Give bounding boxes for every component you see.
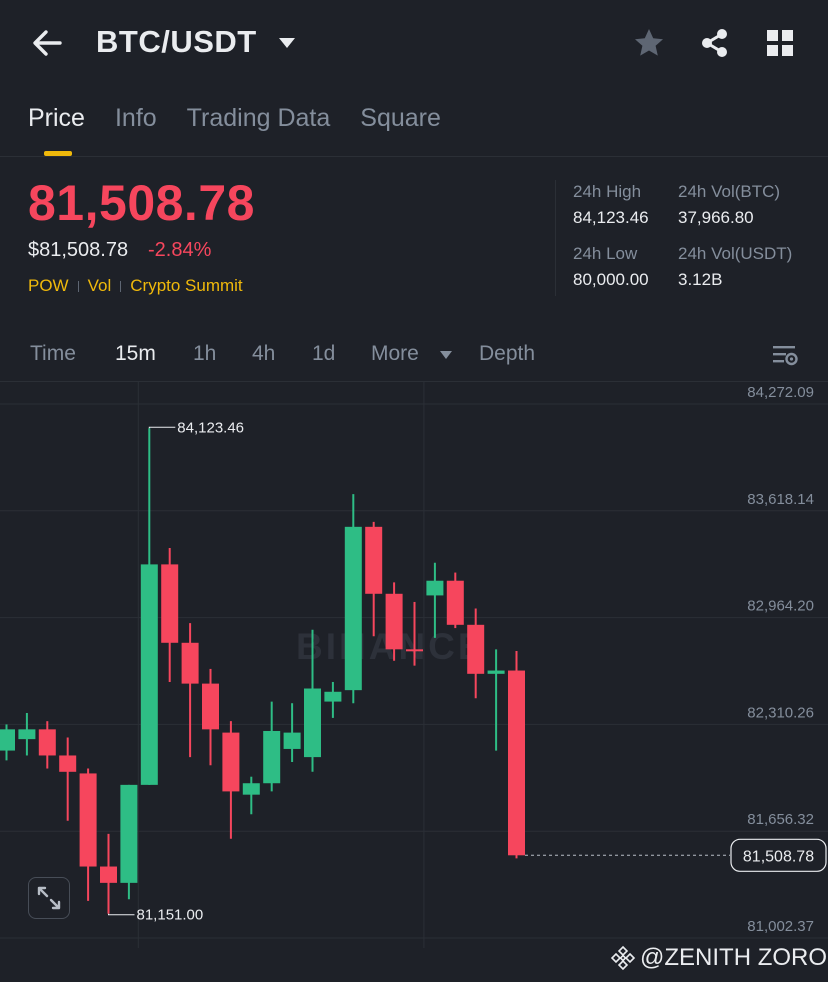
min-price-label: 81,151.00 — [137, 907, 204, 924]
candle — [222, 732, 240, 792]
interval-1d[interactable]: 1d — [312, 342, 336, 365]
candle — [0, 729, 15, 751]
stat-vol-usdt-value: 3.12B — [678, 270, 723, 289]
candle — [181, 642, 199, 684]
candle — [59, 755, 77, 772]
min-marker-line — [108, 913, 135, 916]
y-tick-label: 82,310.26 — [747, 704, 814, 721]
candle — [120, 784, 138, 883]
candle — [161, 564, 179, 643]
tag-pow[interactable]: POW — [28, 276, 69, 295]
fullscreen-button[interactable] — [28, 877, 70, 919]
candle — [304, 688, 321, 758]
candle — [385, 593, 403, 650]
candle — [467, 624, 485, 674]
stat-vol-btc-value: 37,966.80 — [678, 208, 754, 227]
candle — [100, 866, 117, 883]
candle — [406, 649, 423, 652]
y-tick-label: 83,618.14 — [747, 491, 814, 508]
interval-more[interactable]: More — [371, 342, 419, 365]
grid-icon[interactable] — [766, 29, 794, 57]
caret-down-icon[interactable] — [440, 351, 452, 359]
candle — [18, 729, 36, 740]
expand-icon — [37, 886, 61, 910]
y-tick-label: 84,272.09 — [747, 384, 814, 401]
candle — [487, 670, 505, 674]
arrow-left-icon[interactable] — [30, 26, 64, 60]
usd-price: $81,508.78 — [28, 239, 129, 261]
current-price-label: 81,508.78 — [743, 848, 814, 865]
y-tick-label: 82,964.20 — [747, 598, 814, 615]
interval-depth[interactable]: Depth — [479, 342, 536, 365]
stat-high-label: 24h High — [573, 182, 642, 201]
tag-list: POW Vol Crypto Summit — [28, 276, 243, 296]
candle — [324, 691, 342, 702]
candle — [79, 773, 97, 867]
candle — [446, 580, 464, 625]
candlestick-chart[interactable]: 84,272.09 83,618.14 82,964.20 82,310.26 81,6… — [0, 382, 828, 948]
tab-bar: Price Info Trading Data Square — [28, 104, 441, 133]
star-icon[interactable] — [633, 27, 665, 59]
tag-separator — [120, 280, 122, 292]
stat-vol-btc-label: 24h Vol(BTC) — [678, 182, 781, 201]
candle — [242, 783, 260, 795]
y-tick-label: 81,002.37 — [747, 918, 814, 935]
max-price-label: 84,123.46 — [177, 419, 244, 436]
stats-divider — [555, 180, 556, 296]
binance-diamond-icon — [610, 945, 636, 971]
candle — [263, 730, 281, 784]
last-price: 81,508.78 — [28, 175, 255, 231]
current-price-badge — [730, 838, 827, 872]
divider — [0, 156, 828, 157]
stat-high-value: 84,123.46 — [573, 208, 649, 227]
stat-low-value: 80,000.00 — [573, 270, 649, 289]
stat-low-label: 24h Low — [573, 244, 638, 263]
candle — [344, 526, 362, 691]
price-change-percent: -2.84% — [148, 239, 212, 261]
stat-vol-usdt-label: 24h Vol(USDT) — [678, 244, 793, 263]
divider — [0, 381, 828, 382]
tab-square[interactable]: Square — [360, 104, 441, 132]
candle — [38, 729, 56, 756]
active-tab-indicator — [44, 151, 72, 156]
share-icon[interactable] — [698, 27, 730, 59]
chart-settings-icon[interactable] — [772, 344, 798, 366]
tag-separator — [77, 280, 79, 292]
interval-15m[interactable]: 15m — [115, 342, 156, 365]
tab-trading-data[interactable]: Trading Data — [186, 104, 331, 132]
interval-time[interactable]: Time — [30, 342, 76, 365]
interval-4h[interactable]: 4h — [252, 342, 276, 365]
creator-handle: @ZENITH ZORO — [640, 944, 828, 971]
creator-tag: @ZENITH ZORO — [610, 944, 827, 972]
max-marker-line — [148, 426, 176, 429]
candle — [283, 732, 301, 749]
interval-1h[interactable]: 1h — [193, 342, 217, 365]
pair-title[interactable]: BTC/USDT — [96, 24, 257, 59]
caret-down-icon[interactable] — [278, 37, 296, 49]
tab-price[interactable]: Price — [28, 104, 85, 132]
tag-crypto-summit[interactable]: Crypto Summit — [130, 276, 243, 295]
candle — [140, 564, 158, 785]
candle — [202, 683, 219, 730]
tag-vol[interactable]: Vol — [87, 276, 112, 295]
candle — [426, 580, 444, 596]
candle — [508, 670, 525, 856]
tab-info[interactable]: Info — [114, 104, 157, 132]
y-tick-label: 81,656.32 — [747, 811, 814, 828]
candle — [365, 526, 383, 594]
